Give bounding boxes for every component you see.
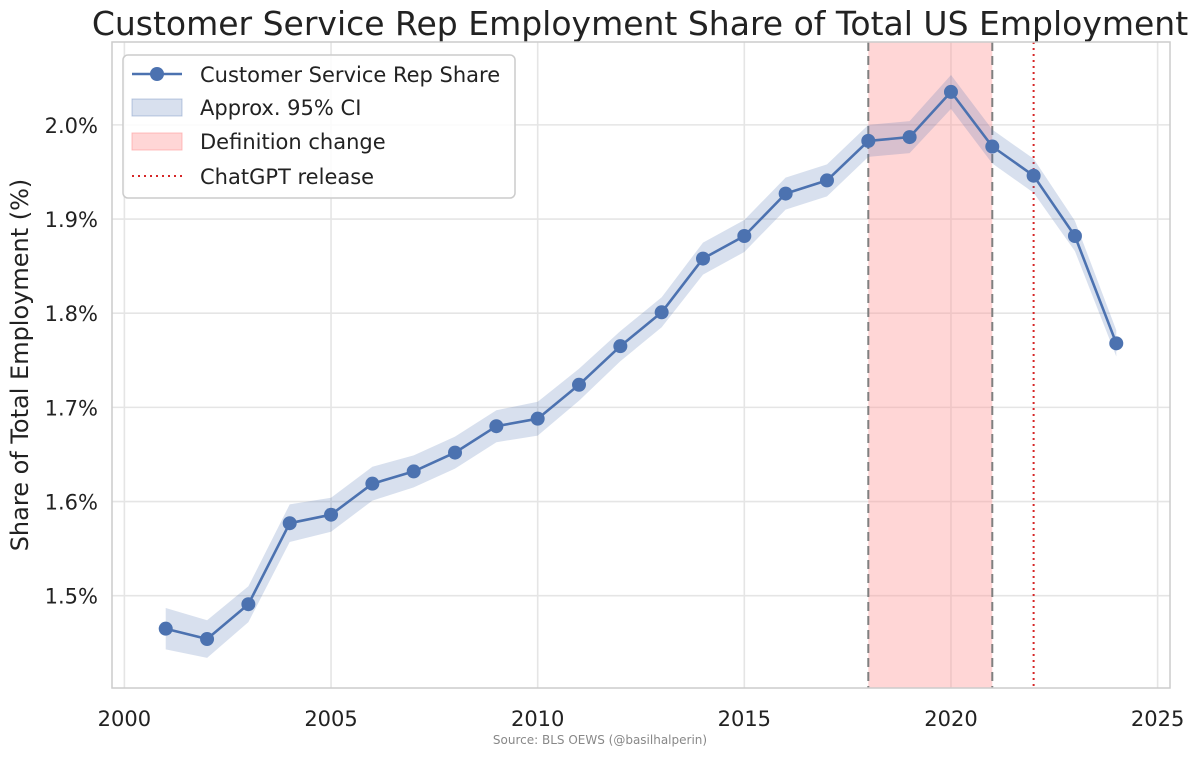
data-point <box>985 139 1000 154</box>
data-point <box>861 133 876 148</box>
data-point <box>158 621 173 636</box>
data-point <box>902 130 917 145</box>
data-point <box>1026 168 1041 183</box>
data-points <box>158 84 1124 647</box>
data-point <box>737 228 752 243</box>
x-tick-label: 2010 <box>511 707 564 731</box>
legend-definition-swatch <box>131 132 183 151</box>
x-tick-label: 2005 <box>304 707 357 731</box>
legend-chatgpt-label: ChatGPT release <box>200 165 374 189</box>
y-tick-label: 1.9% <box>45 208 98 232</box>
data-point <box>943 84 958 99</box>
definition-change-band <box>868 42 993 688</box>
data-point <box>448 445 463 460</box>
data-point <box>365 476 380 491</box>
legend-definition-label: Definition change <box>200 130 386 154</box>
legend-box <box>122 54 516 199</box>
x-tick-label: 2025 <box>1131 707 1184 731</box>
data-point <box>324 507 339 522</box>
legend-marker-swatch <box>150 67 164 81</box>
data-point <box>530 411 545 426</box>
data-point <box>489 419 504 434</box>
y-tick-label: 1.8% <box>45 302 98 326</box>
data-point <box>819 173 834 188</box>
y-tick-label: 1.6% <box>45 491 98 515</box>
x-tick-label: 2015 <box>718 707 771 731</box>
data-point <box>1067 228 1082 243</box>
legend-ci-swatch <box>131 98 183 117</box>
source-note: Source: BLS OEWS (@basilhalperin) <box>493 733 707 747</box>
data-point <box>654 305 669 320</box>
data-point <box>613 339 628 354</box>
x-tick-label: 2020 <box>924 707 977 731</box>
y-tick-label: 1.7% <box>45 396 98 420</box>
legend-ci-label: Approx. 95% CI <box>200 96 361 120</box>
data-point <box>282 516 297 531</box>
data-point <box>695 251 710 266</box>
data-point <box>572 377 587 392</box>
data-point <box>1109 336 1124 351</box>
plot-frame <box>111 41 1171 689</box>
y-axis-label: Share of Total Employment (%) <box>6 179 34 552</box>
x-tick-label: 2000 <box>98 707 151 731</box>
series-line <box>165 90 1118 641</box>
y-tick-labels: 1.5% 1.6% 1.7% 1.8% 1.9% 2.0% <box>45 114 98 609</box>
chart-title: Customer Service Rep Employment Share of… <box>92 4 1188 43</box>
data-point <box>778 186 793 201</box>
x-tick-labels: 2000 2005 2010 2015 2020 2025 <box>98 707 1185 731</box>
legend-series-label: Customer Service Rep Share <box>200 63 500 87</box>
y-tick-label: 1.5% <box>45 585 98 609</box>
y-tick-label: 2.0% <box>45 114 98 138</box>
data-point <box>406 464 421 479</box>
data-point <box>200 632 215 647</box>
data-point <box>241 597 256 612</box>
legend: Customer Service Rep Share Approx. 95% C… <box>122 54 516 199</box>
